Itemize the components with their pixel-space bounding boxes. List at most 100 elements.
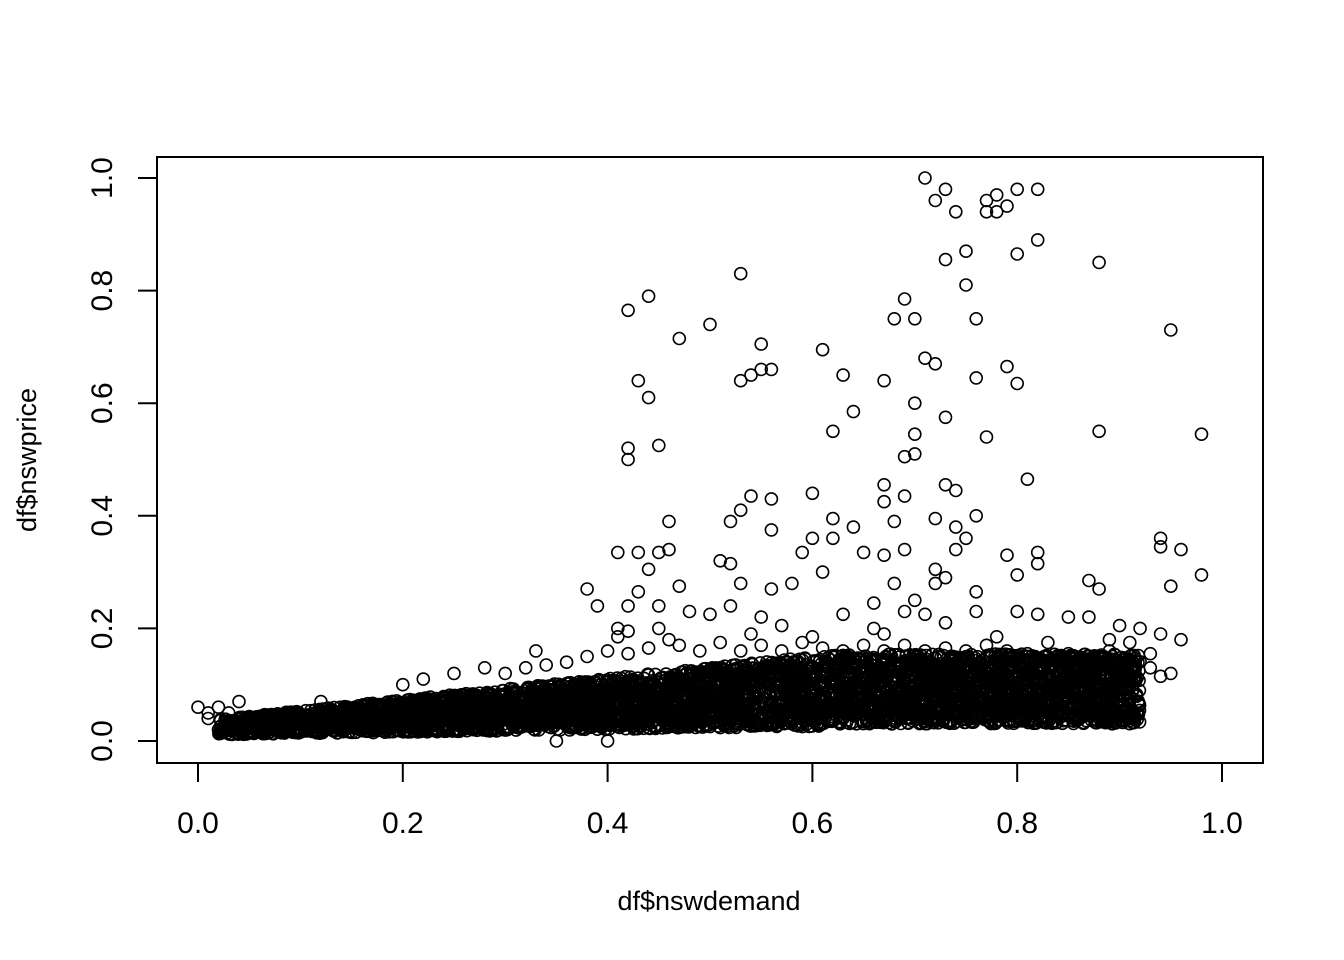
data-point-dense: [798, 651, 812, 665]
data-point-dense: [1115, 703, 1129, 718]
data-point-dense: [960, 651, 974, 665]
data-point-dense: [355, 723, 369, 738]
data-point-dense: [881, 690, 896, 705]
data-point-dense: [671, 672, 686, 687]
data-point-dense: [365, 696, 380, 711]
data-point-dense: [795, 653, 810, 667]
data-point-dense: [403, 716, 417, 730]
x-tick-label: 0.4: [587, 807, 629, 840]
data-point-dense: [1021, 715, 1035, 730]
data-point-dense: [680, 665, 694, 680]
data-point-dense: [684, 682, 699, 697]
data-point-dense: [251, 712, 266, 727]
data-point-dense: [978, 665, 993, 680]
data-point-dense: [1015, 694, 1030, 708]
data-point-dense: [441, 723, 456, 738]
data-point-dense: [428, 703, 443, 718]
data-point-dense: [697, 670, 712, 685]
data-point-dense: [1101, 696, 1115, 710]
data-point-dense: [1012, 659, 1027, 674]
data-point-dense: [1055, 671, 1069, 686]
data-point-dense: [564, 690, 579, 705]
x-tick-label: 0.6: [792, 807, 834, 840]
data-point-dense: [821, 660, 836, 675]
data-point-dense: [1132, 697, 1147, 711]
data-point-dense: [693, 678, 708, 693]
data-point-dense: [354, 710, 369, 725]
data-point-dense: [644, 715, 659, 730]
data-point-dense: [575, 680, 590, 695]
data-point-dense: [1066, 716, 1081, 731]
data-point-dense: [344, 707, 359, 722]
data-point-dense: [347, 701, 362, 716]
data-point-dense: [869, 706, 883, 721]
x-axis-ticks: 0.0 0.2 0.4 0.6 0.8 1.0: [177, 763, 1243, 840]
data-point-dense: [1043, 695, 1057, 709]
data-point-dense: [807, 667, 822, 682]
data-point-dense: [836, 692, 851, 707]
data-point-dense: [864, 678, 879, 693]
data-point-dense: [722, 668, 736, 683]
data-point-dense: [588, 674, 602, 689]
data-point-dense: [581, 714, 596, 728]
data-point-dense: [742, 671, 757, 686]
y-axis-ticks: 0.00.20.40.60.81.0: [86, 157, 157, 762]
data-point-dense: [1054, 679, 1069, 694]
data-point-dense: [862, 696, 877, 711]
data-point-dense: [520, 682, 534, 697]
y-tick-label: 0.6: [86, 382, 119, 424]
data-point-dense: [360, 696, 375, 711]
data-point-dense: [486, 693, 500, 707]
data-point-dense: [760, 670, 775, 684]
data-point-dense: [674, 665, 689, 679]
data-point-dense: [805, 659, 819, 674]
data-point-dense: [321, 703, 336, 718]
data-point-dense: [764, 665, 779, 680]
data-point-dense: [665, 675, 679, 690]
y-tick-label: 0.0: [86, 720, 119, 762]
data-point-dense: [774, 662, 789, 677]
y-tick-label: 1.0: [86, 157, 119, 199]
data-point-dense: [782, 681, 797, 696]
data-point-dense: [1017, 692, 1031, 707]
data-point-dense: [647, 675, 661, 690]
data-point-dense: [920, 696, 934, 711]
data-point-dense: [372, 710, 386, 725]
data-point-dense: [856, 658, 871, 673]
data-point-dense: [382, 724, 396, 739]
data-point-dense: [850, 703, 865, 717]
data-point-dense: [1088, 715, 1103, 730]
x-tick-label: 0.0: [177, 807, 219, 840]
data-point-dense: [818, 678, 833, 693]
data-point-dense: [982, 690, 997, 705]
data-point-dense: [1035, 710, 1049, 725]
data-point-dense: [927, 715, 941, 730]
data-point-dense: [797, 666, 812, 681]
data-point-dense: [799, 657, 814, 672]
y-tick-label: 0.4: [86, 495, 119, 537]
data-point-dense: [803, 699, 818, 714]
data-point-dense: [930, 685, 944, 700]
data-point-dense: [487, 714, 502, 729]
data-point-dense: [779, 662, 793, 677]
data-point-dense: [744, 656, 759, 671]
data-point-dense: [560, 697, 574, 712]
data-point-dense: [1056, 713, 1071, 728]
data-points: [191, 171, 1209, 748]
data-point-dense: [976, 688, 991, 703]
data-point-dense: [861, 713, 875, 728]
data-point-dense: [872, 699, 887, 713]
data-point-dense: [1025, 684, 1039, 699]
data-point-dense: [1132, 715, 1147, 729]
data-point-dense: [753, 656, 768, 670]
data-point-dense: [1029, 654, 1043, 669]
data-point-dense: [947, 675, 962, 690]
data-point-dense: [869, 715, 883, 730]
x-tick-label: 0.8: [996, 807, 1038, 840]
data-point-dense: [587, 691, 602, 706]
data-point-dense: [943, 716, 957, 731]
data-point-dense: [771, 704, 785, 719]
data-point-dense: [419, 724, 433, 738]
y-tick-label: 0.8: [86, 270, 119, 312]
